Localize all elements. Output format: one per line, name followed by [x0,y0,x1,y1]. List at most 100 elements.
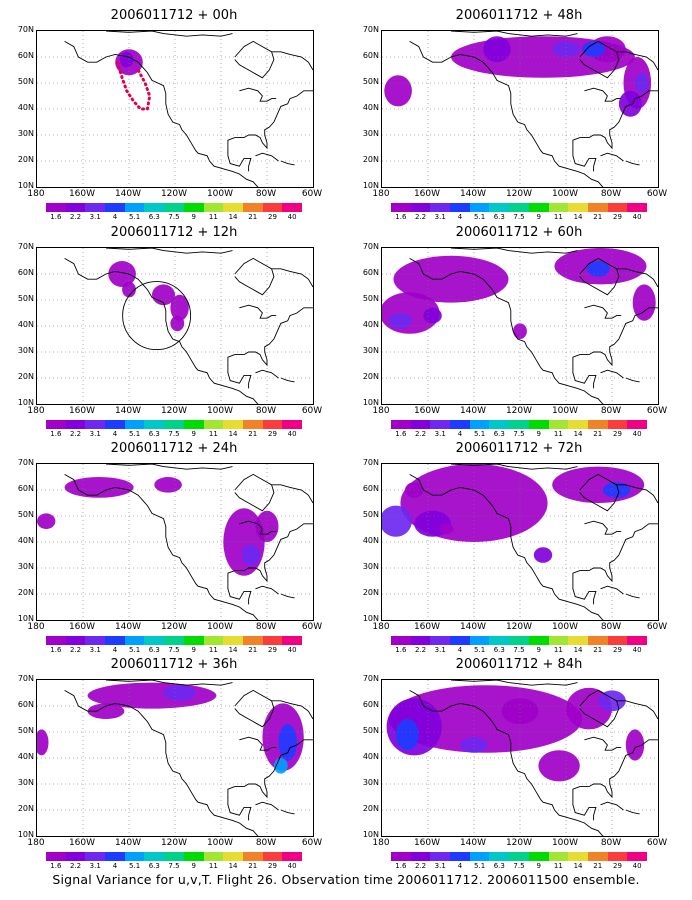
longitude-label: 140W [459,622,487,632]
coastline [105,680,233,686]
longitude-label: 80W [600,838,622,848]
colorbar-swatch [528,203,549,212]
longitude-label: 140W [114,622,142,632]
colorbar-label: 14 [573,646,583,654]
longitude-label: 100W [551,189,579,199]
coastline [227,523,313,583]
longitude-label: 160W [68,189,96,199]
colorbar-swatch [528,852,549,861]
colorbar-label: 5.1 [474,646,486,654]
latitude-label: 60N [17,51,34,60]
coastline [239,520,277,535]
colorbar-label: 40 [632,213,642,221]
colorbar-swatch [282,852,302,861]
latitude-label: 20N [362,372,379,381]
colorbar-label: 1.6 [50,430,62,438]
colorbar-label: 4 [112,213,118,221]
latitude-label: 50N [17,77,34,86]
coastline [450,464,578,470]
colorbar-label: 4 [112,430,118,438]
coastline [64,474,259,620]
coastline [625,377,640,383]
longitude-label: 180 [27,406,45,416]
latitude-label: 20N [17,588,34,597]
longitude-label: 80W [255,622,277,632]
latitude-label: 70N [362,674,379,683]
colorbar-label: 14 [573,213,583,221]
latitude-label: 40N [362,320,379,329]
colorbar-swatch [509,420,529,429]
colorbar-swatch [223,636,243,645]
longitude-label: 80W [255,189,277,199]
map-canvas [37,248,313,404]
colorbar-swatch [124,420,145,429]
variance-blob [586,261,610,277]
coastline [239,304,277,319]
coastline [572,794,597,821]
colorbar-label: 7.5 [513,430,525,438]
latitude-label: 50N [362,510,379,519]
latitude-label: 40N [362,752,379,761]
variance-blob [170,294,189,321]
colorbar-swatch [489,636,510,645]
colorbar-label: 29 [267,862,277,870]
colorbar-label: 9 [191,213,196,221]
longitude-label: 160W [68,838,96,848]
longitude-label: 80W [255,838,277,848]
colorbar-swatch [262,203,283,212]
longitude-label: 180 [372,622,390,632]
longitude-label: 160W [68,406,96,416]
colorbar-swatch [607,203,628,212]
colorbar-swatch [587,203,608,212]
coastline [227,794,252,821]
coastline [600,585,624,595]
latitude-label: 10N [17,830,34,839]
coastline [572,523,658,583]
colorbar-swatch [144,420,165,429]
colorbar-label: 11 [208,646,218,654]
latitude-label: 30N [362,778,379,787]
figure-caption: Signal Variance for u,v,T. Flight 26. Ob… [52,872,640,887]
variance-blob [278,724,297,761]
coastline [584,520,622,535]
latitude-label: 50N [17,726,34,735]
colorbar-label: 3.1 [434,430,446,438]
coastline [234,40,275,79]
latitude-label: 60N [362,700,379,709]
longitude-label: 180 [27,622,45,632]
colorbar-label: 21 [248,646,258,654]
colorbar-swatch [528,420,549,429]
colorbar [46,203,302,212]
latitude-label: 70N [362,25,379,34]
colorbar-label: 2.2 [414,430,427,438]
coastline [271,268,313,288]
longitude-label: 140W [114,406,142,416]
colorbar-swatch [65,203,86,212]
longitude-label: 60W [646,838,668,848]
latitude-label: 30N [17,129,34,138]
latitude-label: 40N [17,103,34,112]
coastline [600,152,624,162]
variance-blob [122,281,136,298]
colorbar-label: 14 [228,646,238,654]
colorbar-swatch [105,203,125,212]
colorbar-swatch [489,852,510,861]
colorbar-swatch [587,420,608,429]
colorbar-label: 5.1 [129,646,141,654]
colorbar-swatch [391,203,411,212]
colorbar-label: 1.6 [395,430,407,438]
variance-blob [241,544,261,566]
panel-title: 2006011712 + 84h [455,657,583,672]
longitude-label: 160W [413,406,441,416]
colorbar-swatch [587,852,608,861]
colorbar-label: 9 [536,646,541,654]
colorbar-swatch [568,203,588,212]
longitude-label: 140W [459,189,487,199]
coastline [616,700,658,720]
colorbar-swatch [282,203,302,212]
longitude-label: 120W [160,406,188,416]
colorbar-swatch [548,420,569,429]
coastline [255,585,279,595]
colorbar-swatch [242,420,263,429]
colorbar-label: 4 [112,646,118,654]
